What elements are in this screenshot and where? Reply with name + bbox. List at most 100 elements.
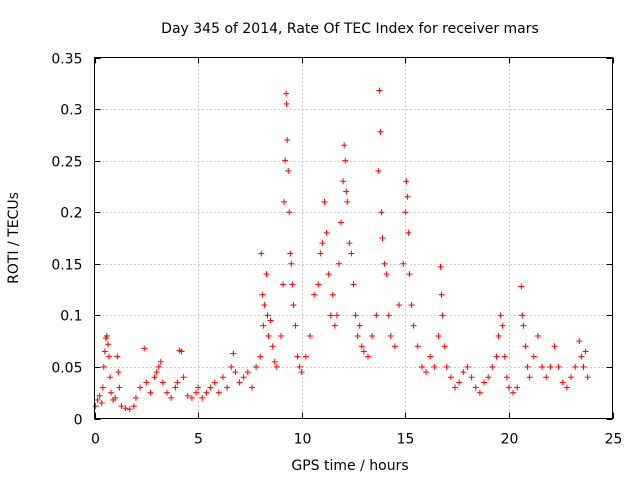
data-point bbox=[408, 302, 415, 309]
data-point bbox=[468, 374, 475, 381]
data-point bbox=[271, 358, 278, 365]
data-point bbox=[576, 338, 583, 345]
data-point bbox=[385, 312, 392, 319]
data-point bbox=[168, 394, 175, 401]
x-tick-label: 15 bbox=[397, 432, 415, 448]
data-point bbox=[236, 379, 243, 386]
data-point bbox=[273, 363, 280, 370]
data-point bbox=[265, 332, 272, 339]
data-point bbox=[263, 271, 270, 278]
data-point bbox=[164, 389, 171, 396]
data-point bbox=[534, 332, 541, 339]
data-point bbox=[333, 312, 340, 319]
data-point bbox=[341, 142, 348, 149]
data-point bbox=[335, 260, 342, 267]
data-point bbox=[522, 343, 529, 350]
data-point bbox=[520, 322, 527, 329]
data-point bbox=[414, 343, 421, 350]
data-point bbox=[199, 394, 206, 401]
data-point bbox=[410, 322, 417, 329]
data-point bbox=[195, 384, 202, 391]
data-point bbox=[103, 332, 110, 339]
data-point bbox=[147, 389, 154, 396]
data-point bbox=[101, 348, 108, 355]
data-point bbox=[116, 384, 123, 391]
data-point bbox=[283, 100, 290, 107]
data-point bbox=[98, 400, 105, 407]
data-point bbox=[519, 312, 526, 319]
data-point bbox=[423, 369, 430, 376]
data-point bbox=[402, 209, 409, 216]
data-point bbox=[499, 322, 506, 329]
data-point bbox=[132, 394, 139, 401]
data-point bbox=[346, 240, 353, 247]
data-point bbox=[526, 374, 533, 381]
data-point bbox=[219, 374, 226, 381]
data-point bbox=[356, 322, 363, 329]
data-point bbox=[302, 353, 309, 360]
data-point bbox=[568, 374, 575, 381]
data-point bbox=[207, 384, 214, 391]
chart-title: Day 345 of 2014, Rate Of TEC Index for r… bbox=[161, 21, 539, 37]
data-point bbox=[257, 353, 264, 360]
data-point bbox=[452, 384, 459, 391]
data-point bbox=[269, 343, 276, 350]
data-point bbox=[530, 353, 537, 360]
data-point bbox=[360, 348, 367, 355]
y-tick-label: 0.25 bbox=[51, 155, 82, 171]
data-point bbox=[157, 358, 164, 365]
data-point bbox=[378, 209, 385, 216]
data-point bbox=[92, 403, 99, 410]
data-point bbox=[100, 363, 107, 370]
data-point bbox=[435, 332, 442, 339]
data-point bbox=[348, 250, 355, 257]
data-point bbox=[141, 345, 148, 352]
data-point bbox=[354, 332, 361, 339]
data-point bbox=[403, 178, 410, 185]
data-point bbox=[503, 374, 510, 381]
data-point bbox=[306, 332, 313, 339]
y-tick-labels: 0 0.05 0.1 0.15 0.2 0.25 0.3 0.35 bbox=[51, 52, 82, 429]
data-point bbox=[441, 343, 448, 350]
data-point bbox=[94, 396, 101, 403]
data-point bbox=[406, 271, 413, 278]
data-point bbox=[244, 369, 251, 376]
data-point bbox=[460, 369, 467, 376]
data-point bbox=[122, 405, 129, 412]
data-point bbox=[582, 348, 589, 355]
data-point bbox=[126, 406, 133, 413]
y-tick-label: 0.2 bbox=[60, 206, 82, 222]
data-point bbox=[563, 384, 570, 391]
data-point bbox=[418, 363, 425, 370]
data-point bbox=[485, 374, 492, 381]
data-point bbox=[264, 312, 271, 319]
data-point bbox=[555, 363, 562, 370]
data-point bbox=[230, 350, 237, 357]
data-point bbox=[107, 374, 114, 381]
data-point bbox=[501, 353, 508, 360]
data-point bbox=[578, 353, 585, 360]
data-point bbox=[112, 394, 119, 401]
data-point bbox=[232, 369, 239, 376]
data-point bbox=[118, 403, 125, 410]
data-point bbox=[315, 281, 322, 288]
data-point bbox=[431, 363, 438, 370]
data-point bbox=[472, 384, 479, 391]
data-point bbox=[178, 348, 185, 355]
data-point bbox=[296, 363, 303, 370]
data-point bbox=[298, 369, 305, 376]
data-point bbox=[172, 384, 179, 391]
data-point bbox=[343, 188, 350, 195]
data-point bbox=[539, 363, 546, 370]
data-point bbox=[551, 343, 558, 350]
data-point bbox=[514, 384, 521, 391]
x-tick-label: 0 bbox=[91, 432, 100, 448]
data-point bbox=[137, 384, 144, 391]
data-point bbox=[104, 341, 111, 348]
data-point bbox=[292, 322, 299, 329]
data-point bbox=[259, 291, 266, 298]
data-point bbox=[240, 374, 247, 381]
data-point bbox=[427, 353, 434, 360]
y-tick-label: 0.15 bbox=[51, 258, 82, 274]
